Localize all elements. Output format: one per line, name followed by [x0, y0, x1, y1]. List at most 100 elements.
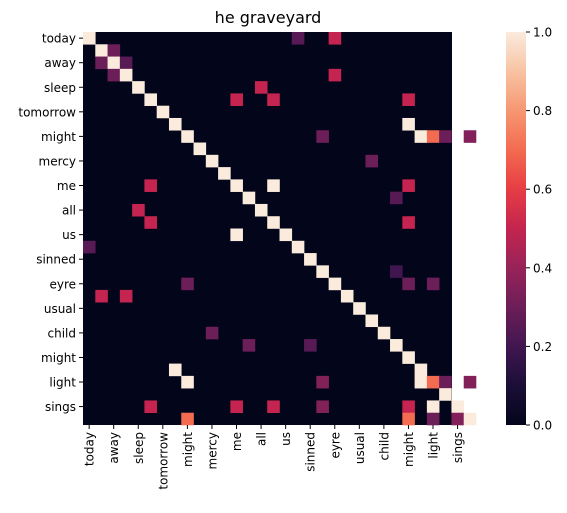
- chart-title: he graveyard: [215, 8, 322, 27]
- colorbar: 0.0 0.2 0.4 0.6 0.8 1.0: [506, 26, 552, 433]
- heatmap-cell: [254, 81, 268, 94]
- heatmap-cell: [95, 289, 108, 303]
- y-tick-label: mercy: [39, 154, 76, 168]
- x-tick-label: might: [402, 432, 416, 467]
- heatmap-cell: [205, 326, 219, 340]
- heatmap-cell: [316, 130, 329, 143]
- heatmap-cell: [316, 375, 329, 389]
- heatmap-cell: [119, 56, 133, 70]
- heatmap-cell: [291, 32, 305, 45]
- heatmap-cell: [426, 375, 440, 389]
- heatmap-cell: [328, 277, 342, 291]
- heatmap-cell: [107, 68, 121, 82]
- heatmap-cell: [267, 93, 280, 106]
- heatmap-cell: [439, 130, 452, 143]
- heatmap-cell: [414, 375, 428, 389]
- heatmap-cell: [451, 412, 465, 426]
- x-tick-label: eyre: [328, 432, 342, 459]
- heatmap-cell: [402, 351, 415, 364]
- y-tick-label: sinned: [36, 253, 76, 267]
- y-tick-label: me: [57, 179, 76, 193]
- heatmap-cell: [181, 277, 194, 291]
- heatmap-cell: [426, 412, 440, 426]
- heatmap-cell: [181, 130, 194, 143]
- heatmap-cell: [230, 93, 243, 106]
- y-tick-label: light: [49, 376, 76, 390]
- heatmap-cell: [267, 179, 280, 192]
- y-axis: today away sleep tomorrow might mercy me all us s…: [18, 32, 83, 414]
- heatmap-cell: [144, 179, 157, 192]
- heatmap-cell: [402, 400, 415, 414]
- heatmap-cell: [328, 68, 342, 82]
- heatmap-cell: [402, 179, 415, 192]
- heatmap-cell: [132, 81, 145, 94]
- colorbar-tick-label: 0.6: [533, 183, 552, 197]
- heatmap-cell: [107, 56, 121, 70]
- y-tick-label: tomorrow: [18, 105, 76, 119]
- y-tick-label: might: [41, 351, 76, 365]
- x-tick-label: today: [83, 432, 97, 466]
- heatmap-cell: [316, 400, 329, 414]
- heatmap-cell: [365, 314, 379, 328]
- heatmap-cell: [304, 253, 317, 266]
- y-tick-label: today: [42, 32, 76, 46]
- heatmap-cell: [304, 339, 317, 352]
- heatmap-cell: [390, 265, 403, 278]
- heatmap-cell: [463, 130, 477, 143]
- x-tick-label: light: [427, 432, 441, 459]
- x-tick-label: might: [181, 432, 195, 467]
- heatmap-cell: [83, 32, 96, 45]
- x-tick-label: away: [107, 432, 121, 464]
- x-tick-label: us: [279, 432, 293, 446]
- x-tick-label: sings: [451, 432, 465, 463]
- colorbar-tick-label: 0.2: [533, 340, 552, 354]
- heatmap-cell: [365, 154, 379, 168]
- y-tick-label: sleep: [44, 81, 76, 95]
- heatmap-cell: [267, 216, 280, 229]
- heatmap-cell: [181, 375, 194, 389]
- x-tick-label: sleep: [132, 432, 146, 464]
- y-tick-label: sings: [45, 400, 76, 414]
- heatmap-cells: [83, 32, 477, 426]
- heatmap-cell: [181, 412, 194, 426]
- heatmap-cell: [414, 130, 428, 143]
- heatmap-cell: [205, 154, 219, 168]
- colorbar-gradient: [506, 32, 526, 425]
- heatmap-cell: [95, 56, 108, 70]
- heatmap-cell: [377, 326, 391, 340]
- heatmap-cell: [402, 412, 415, 426]
- x-tick-label: mercy: [205, 432, 219, 469]
- x-tick-label: me: [230, 432, 244, 451]
- heatmap-cell: [390, 191, 403, 205]
- heatmap-cell: [426, 400, 440, 414]
- y-tick-label: all: [62, 204, 76, 218]
- heatmap-cell: [119, 289, 133, 303]
- heatmap-cell: [107, 44, 121, 57]
- heatmap-cell: [340, 289, 354, 303]
- heatmap-cell: [242, 191, 256, 205]
- heatmap-cell: [119, 68, 133, 82]
- heatmap-cell: [83, 240, 96, 254]
- heatmap-cell: [267, 400, 280, 414]
- heatmap-cell: [439, 375, 452, 389]
- x-axis: today away sleep tomorrow might mercy me all us s…: [83, 425, 465, 490]
- heatmap-cell: [230, 179, 243, 192]
- colorbar-tick-label: 1.0: [533, 26, 552, 40]
- y-tick-label: away: [44, 56, 76, 70]
- heatmap-cell: [402, 117, 415, 131]
- x-tick-label: usual: [353, 432, 367, 464]
- heatmap-cell: [426, 130, 440, 143]
- y-tick-label: eyre: [49, 277, 76, 291]
- heatmap-cell: [463, 375, 477, 389]
- heatmap-cell: [463, 412, 477, 426]
- heatmap-cell: [451, 400, 465, 414]
- colorbar-tick-label: 0.8: [533, 104, 552, 118]
- heatmap-cell: [156, 105, 170, 119]
- heatmap-cell: [254, 203, 268, 217]
- heatmap-cell: [144, 400, 157, 414]
- x-tick-label: tomorrow: [156, 432, 170, 490]
- heatmap-cell: [291, 240, 305, 254]
- heatmap-cell: [95, 44, 108, 57]
- heatmap-cell: [242, 339, 256, 352]
- heatmap-cell: [328, 32, 342, 45]
